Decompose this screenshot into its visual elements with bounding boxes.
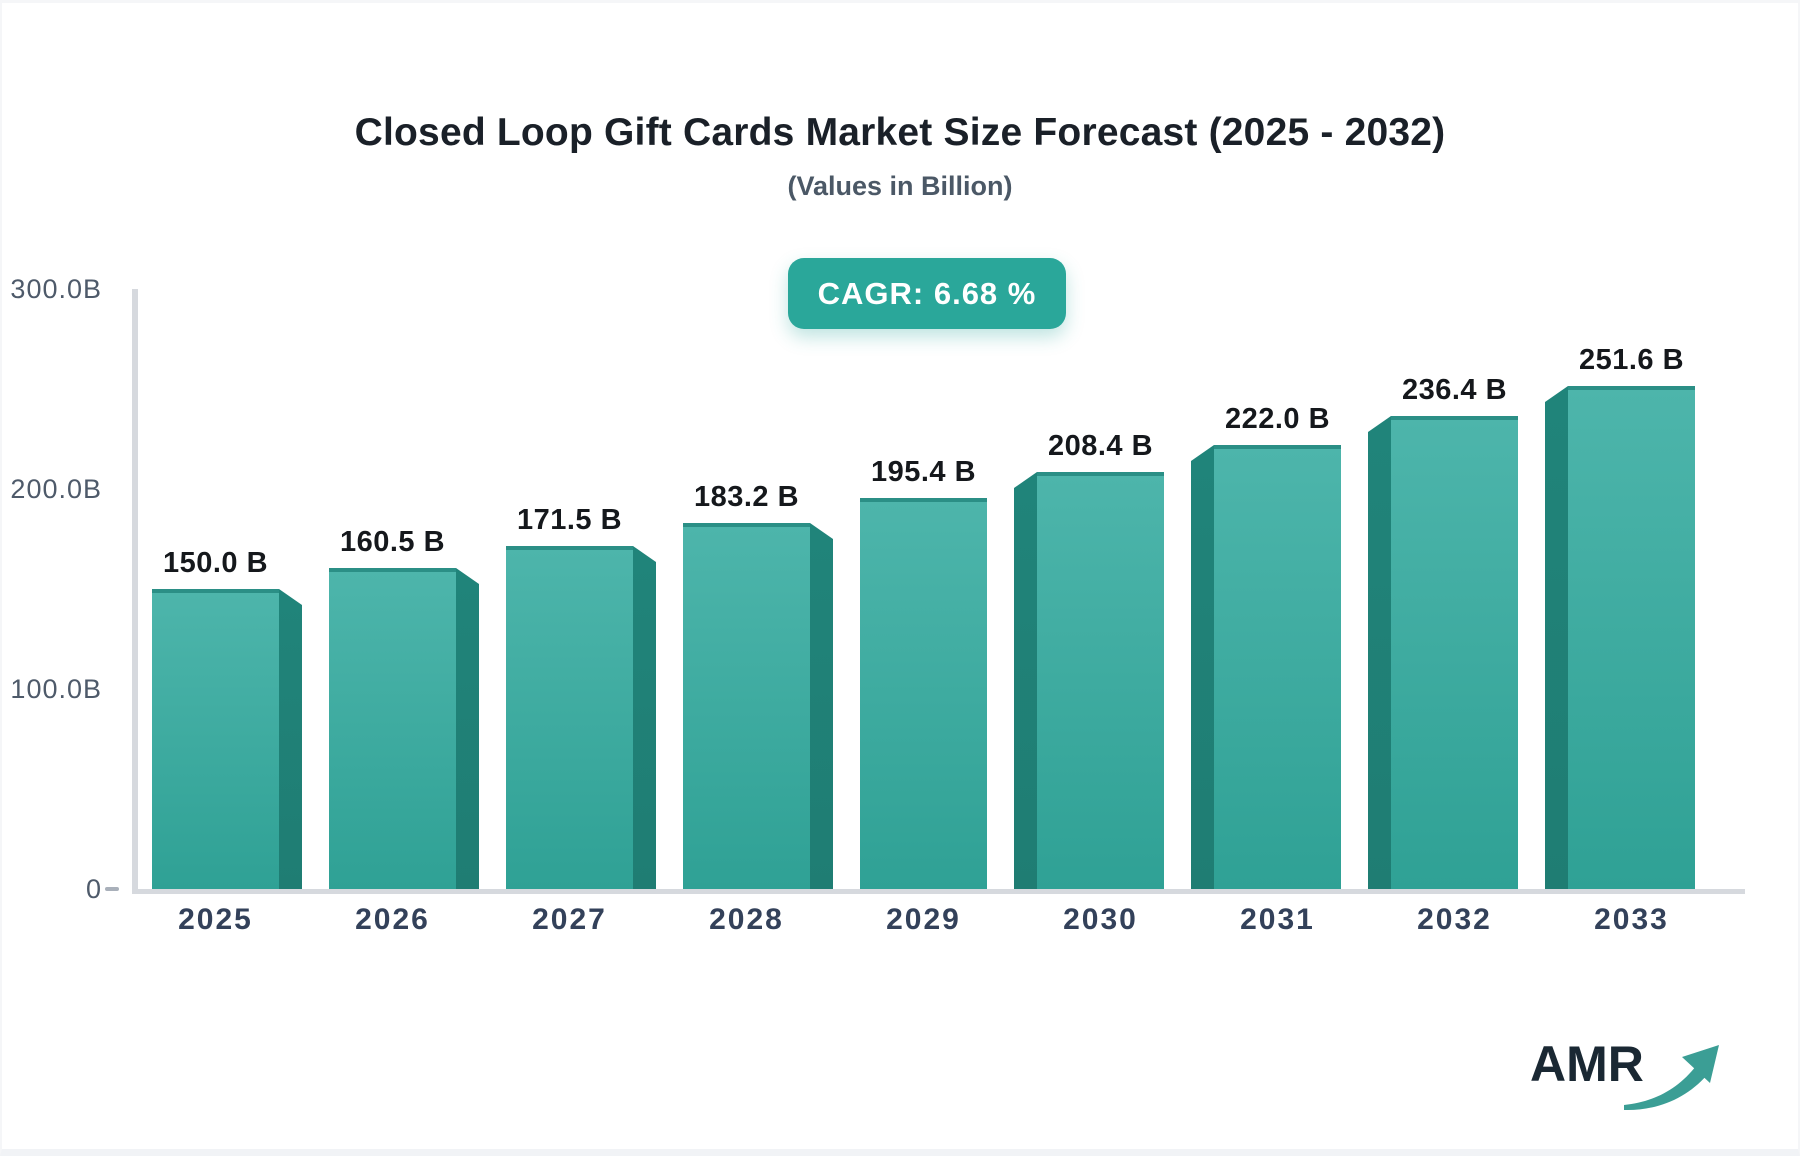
- bar-2027: [506, 546, 633, 889]
- y-tick-label-200: 200.0B: [10, 474, 102, 504]
- y-tick-label-0: 0: [85, 874, 102, 904]
- bar-value-label-2026: 160.5 B: [339, 526, 446, 558]
- bar-2028-depth-side: [810, 523, 833, 889]
- bar-2030: [1037, 472, 1164, 889]
- x-tick-label-2029: 2029: [886, 903, 961, 936]
- bar-value-label-2033: 251.6 B: [1578, 344, 1685, 376]
- x-axis-baseline: [132, 889, 1745, 894]
- x-tick-label-2025: 2025: [178, 903, 253, 936]
- bar-2033: [1568, 386, 1695, 889]
- bar-2025: [152, 589, 279, 889]
- bar-value-label-2028: 183.2 B: [693, 481, 800, 513]
- y-tick-label-100: 100.0B: [10, 674, 102, 704]
- bar-2031: [1214, 445, 1341, 889]
- bar-2028: [683, 523, 810, 889]
- bar-value-label-2031: 222.0 B: [1224, 403, 1331, 435]
- bar-2030-depth-side: [1014, 472, 1037, 889]
- y-axis-line: [132, 289, 138, 890]
- x-tick-label-2032: 2032: [1417, 903, 1492, 936]
- bar-2033-depth-side: [1545, 386, 1568, 889]
- chart-title: Closed Loop Gift Cards Market Size Forec…: [354, 111, 1446, 154]
- amr-logo: AMR: [1530, 1035, 1720, 1115]
- growth-arrow-icon: [1624, 1045, 1719, 1111]
- bar-value-label-2025: 150.0 B: [162, 547, 269, 579]
- amr-logo-text: AMR: [1530, 1036, 1644, 1092]
- cagr-badge-label: CAGR: 6.68 %: [817, 275, 1037, 311]
- x-tick-label-2027: 2027: [532, 903, 607, 936]
- bar-2025-depth-side: [279, 589, 302, 889]
- bar-value-label-2027: 171.5 B: [516, 504, 623, 536]
- bar-value-label-2030: 208.4 B: [1047, 430, 1154, 462]
- bar-2027-depth-side: [633, 546, 656, 889]
- bar-2029: [860, 498, 987, 889]
- bar-value-label-2029: 195.4 B: [870, 456, 977, 488]
- x-tick-label-2030: 2030: [1063, 903, 1138, 936]
- x-tick-label-2028: 2028: [709, 903, 784, 936]
- x-tick-label-2031: 2031: [1240, 903, 1315, 936]
- bar-2026: [329, 568, 456, 889]
- cagr-badge: CAGR: 6.68 %: [788, 258, 1066, 329]
- bar-2032-depth-side: [1368, 416, 1391, 889]
- bar-2031-depth-side: [1191, 445, 1214, 889]
- bar-value-label-2032: 236.4 B: [1401, 374, 1508, 406]
- y-tick-label-300: 300.0B: [10, 274, 102, 304]
- bar-2032: [1391, 416, 1518, 889]
- chart-subtitle: (Values in Billion): [787, 171, 1013, 201]
- bar-2026-depth-side: [456, 568, 479, 889]
- y-axis-zero-tick: [105, 887, 119, 891]
- x-tick-label-2026: 2026: [355, 903, 430, 936]
- x-tick-label-2033: 2033: [1594, 903, 1669, 936]
